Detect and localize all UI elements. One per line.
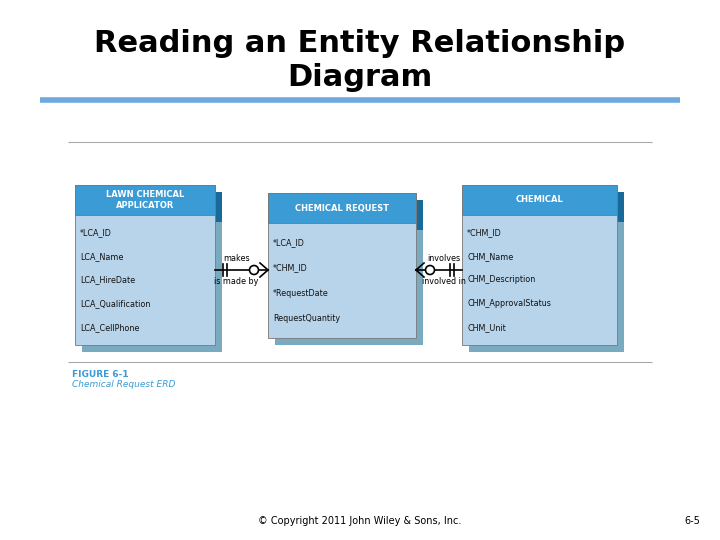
Text: CHM_Description: CHM_Description bbox=[467, 275, 535, 285]
Text: CHM_ApprovalStatus: CHM_ApprovalStatus bbox=[467, 299, 551, 308]
FancyBboxPatch shape bbox=[268, 193, 416, 338]
Text: Reading an Entity Relationship: Reading an Entity Relationship bbox=[94, 29, 626, 57]
FancyBboxPatch shape bbox=[469, 192, 624, 352]
Text: 6-5: 6-5 bbox=[684, 516, 700, 526]
Text: *LCA_ID: *LCA_ID bbox=[273, 238, 305, 247]
Text: Chemical Request ERD: Chemical Request ERD bbox=[72, 380, 176, 389]
Text: LAWN CHEMICAL
APPLICATOR: LAWN CHEMICAL APPLICATOR bbox=[106, 190, 184, 210]
Text: *CHM_ID: *CHM_ID bbox=[467, 228, 502, 237]
FancyBboxPatch shape bbox=[275, 200, 423, 230]
Text: © Copyright 2011 John Wiley & Sons, Inc.: © Copyright 2011 John Wiley & Sons, Inc. bbox=[258, 516, 462, 526]
Text: CHEMICAL REQUEST: CHEMICAL REQUEST bbox=[295, 204, 389, 213]
FancyBboxPatch shape bbox=[75, 185, 215, 345]
Text: involves: involves bbox=[428, 254, 461, 263]
Text: *RequestDate: *RequestDate bbox=[273, 289, 329, 298]
Text: CHM_Unit: CHM_Unit bbox=[467, 323, 505, 332]
FancyBboxPatch shape bbox=[82, 192, 222, 352]
Text: involved in: involved in bbox=[422, 277, 466, 286]
Text: LCA_Name: LCA_Name bbox=[80, 252, 123, 261]
FancyBboxPatch shape bbox=[462, 185, 617, 215]
FancyBboxPatch shape bbox=[75, 185, 215, 215]
Text: LCA_Qualification: LCA_Qualification bbox=[80, 299, 150, 308]
FancyBboxPatch shape bbox=[275, 200, 423, 345]
Text: FIGURE 6-1: FIGURE 6-1 bbox=[72, 370, 129, 379]
Text: CHM_Name: CHM_Name bbox=[467, 252, 513, 261]
Circle shape bbox=[426, 266, 434, 274]
Text: LCA_CellPhone: LCA_CellPhone bbox=[80, 323, 140, 332]
Text: LCA_HireDate: LCA_HireDate bbox=[80, 275, 135, 285]
Circle shape bbox=[250, 266, 258, 274]
FancyBboxPatch shape bbox=[469, 192, 624, 222]
FancyBboxPatch shape bbox=[462, 185, 617, 345]
FancyBboxPatch shape bbox=[268, 193, 416, 223]
Text: Diagram: Diagram bbox=[287, 63, 433, 91]
Text: makes: makes bbox=[223, 254, 250, 263]
Text: RequestQuantity: RequestQuantity bbox=[273, 314, 340, 323]
Text: is made by: is made by bbox=[215, 277, 258, 286]
Text: *LCA_ID: *LCA_ID bbox=[80, 228, 112, 237]
Text: CHEMICAL: CHEMICAL bbox=[516, 195, 563, 205]
Text: *CHM_ID: *CHM_ID bbox=[273, 263, 307, 272]
FancyBboxPatch shape bbox=[82, 192, 222, 222]
